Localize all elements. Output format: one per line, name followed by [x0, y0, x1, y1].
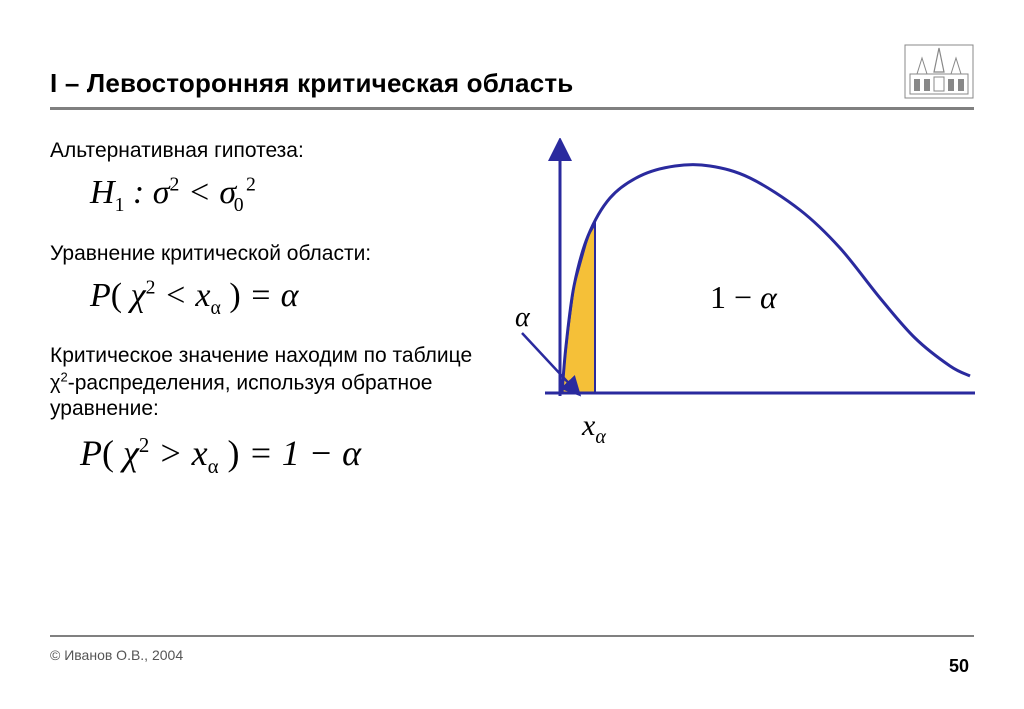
formula-p-inv: P( χ2 > xα ) = 1 − α: [80, 429, 500, 480]
formula-h1: H1 : σ2 < σ02: [90, 170, 500, 218]
svg-text:xα: xα: [581, 409, 606, 448]
crit-val-label: Критическое значение находим по таблице …: [50, 343, 500, 422]
formula-p-eq: P( χ2 < xα ) = α: [90, 273, 500, 321]
crit-eq-label: Уравнение критической области:: [50, 241, 500, 267]
logo: [904, 44, 974, 99]
svg-text:1 − α: 1 − α: [710, 279, 778, 315]
alt-hypothesis-label: Альтернативная гипотеза:: [50, 138, 500, 164]
svg-text:α: α: [515, 302, 531, 333]
title-divider: [50, 107, 974, 110]
chi-square-chart: α 1 − α xα: [510, 138, 990, 478]
footer-divider: [50, 635, 974, 637]
copyright: © Иванов О.В., 2004: [50, 647, 183, 663]
page-title: I – Левосторонняя критическая область: [50, 68, 573, 99]
page-number: 50: [949, 656, 969, 677]
